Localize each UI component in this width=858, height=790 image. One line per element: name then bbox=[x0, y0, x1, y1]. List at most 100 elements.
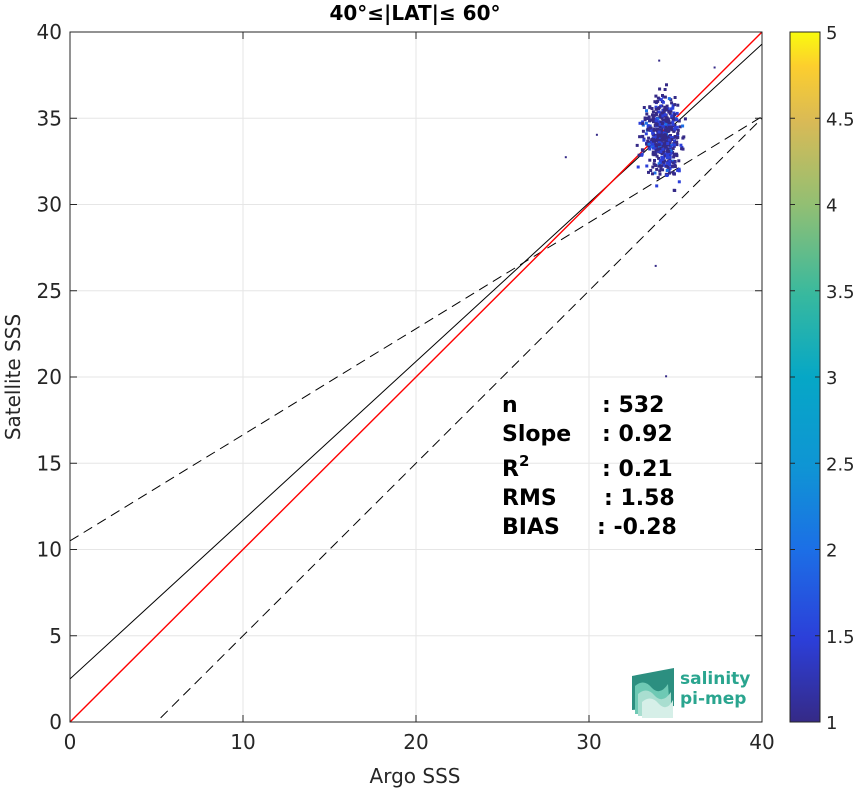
data-point bbox=[667, 138, 671, 142]
data-point bbox=[671, 116, 675, 120]
data-point bbox=[665, 156, 669, 160]
data-point bbox=[665, 127, 669, 131]
stat-value-bias: : -0.28 bbox=[597, 515, 677, 540]
data-point bbox=[647, 145, 651, 149]
chart-title: 40°≤|LAT|≤ 60° bbox=[329, 1, 500, 25]
data-point bbox=[665, 83, 668, 87]
data-point bbox=[647, 170, 650, 174]
data-point bbox=[669, 127, 672, 131]
data-point bbox=[595, 133, 598, 136]
data-point bbox=[662, 124, 666, 128]
data-point bbox=[664, 121, 668, 124]
data-point bbox=[668, 141, 672, 144]
y-tick-label-25: 25 bbox=[37, 279, 62, 303]
data-point bbox=[673, 118, 677, 122]
data-point bbox=[660, 111, 664, 115]
data-point bbox=[671, 104, 675, 108]
data-point bbox=[673, 124, 677, 127]
colorbar-tick-label-4: 4 bbox=[826, 196, 837, 217]
data-point bbox=[654, 107, 658, 111]
data-point bbox=[657, 162, 661, 166]
data-point bbox=[655, 127, 659, 131]
data-point bbox=[665, 169, 669, 172]
data-point bbox=[662, 108, 666, 112]
data-point bbox=[660, 164, 664, 168]
identity-line bbox=[70, 32, 762, 722]
data-point bbox=[657, 120, 661, 124]
data-point bbox=[651, 150, 655, 154]
data-point bbox=[665, 375, 668, 378]
data-point bbox=[667, 125, 671, 129]
data-point bbox=[662, 163, 666, 167]
data-point bbox=[670, 164, 674, 168]
data-point bbox=[671, 147, 675, 151]
y-tick-label-10: 10 bbox=[37, 538, 62, 562]
data-point bbox=[651, 172, 654, 176]
data-point bbox=[666, 136, 670, 140]
y-axis-label: Satellite SSS bbox=[1, 314, 25, 440]
data-point bbox=[647, 136, 651, 140]
logo-text-pi-mep: pi-mep bbox=[680, 689, 746, 709]
data-point bbox=[641, 129, 645, 133]
y-tick-label-35: 35 bbox=[37, 106, 62, 130]
data-point bbox=[651, 117, 655, 121]
data-point bbox=[659, 167, 663, 171]
data-point bbox=[664, 154, 667, 158]
data-point bbox=[669, 109, 673, 113]
data-point bbox=[666, 117, 670, 121]
data-point bbox=[665, 164, 668, 168]
x-axis-ticks: 0 10 20 30 40 bbox=[64, 32, 775, 754]
data-point bbox=[660, 116, 664, 120]
data-point bbox=[657, 141, 661, 145]
data-point bbox=[655, 184, 659, 188]
data-point bbox=[670, 125, 674, 129]
data-point bbox=[683, 117, 687, 121]
data-point bbox=[666, 120, 670, 124]
reference-lines bbox=[70, 32, 762, 722]
data-point bbox=[648, 124, 652, 128]
data-point bbox=[676, 103, 680, 107]
data-point bbox=[651, 152, 655, 156]
data-point bbox=[650, 107, 654, 110]
data-point bbox=[671, 122, 675, 126]
data-point bbox=[663, 88, 667, 91]
x-tick-label-10: 10 bbox=[230, 730, 255, 754]
data-point bbox=[661, 100, 665, 104]
data-point bbox=[672, 129, 676, 133]
logo-text-salinity: salinity bbox=[680, 669, 750, 689]
data-point bbox=[636, 165, 640, 169]
regression-line bbox=[70, 43, 762, 680]
data-point bbox=[663, 136, 667, 139]
data-point bbox=[667, 97, 671, 101]
data-point bbox=[652, 132, 656, 136]
data-point bbox=[666, 142, 670, 145]
data-point bbox=[656, 96, 660, 100]
colorbar-tick-label-4.5: 4.5 bbox=[826, 109, 855, 130]
data-point bbox=[651, 142, 655, 146]
data-point bbox=[660, 127, 664, 131]
stat-value-rms: : 1.58 bbox=[604, 486, 675, 511]
data-point bbox=[682, 135, 686, 139]
data-point bbox=[673, 143, 677, 147]
data-point bbox=[664, 125, 668, 129]
stat-value-n: : 532 bbox=[602, 393, 664, 418]
wave-logo-icon bbox=[632, 668, 674, 718]
data-point bbox=[677, 169, 681, 173]
stat-label-rms: RMS bbox=[502, 486, 557, 511]
colorbar-ticks: 1 1.5 2 2.5 3 3.5 4 4.5 5 bbox=[790, 23, 855, 734]
data-point bbox=[658, 125, 662, 129]
data-point bbox=[658, 87, 662, 91]
data-point bbox=[656, 132, 660, 136]
data-point bbox=[669, 107, 673, 111]
data-point bbox=[652, 135, 656, 139]
data-point bbox=[654, 143, 658, 147]
data-point bbox=[652, 128, 656, 132]
data-point bbox=[661, 147, 665, 151]
x-tick-label-20: 20 bbox=[403, 730, 428, 754]
data-point bbox=[654, 119, 658, 122]
data-point bbox=[681, 147, 685, 151]
data-point bbox=[668, 171, 671, 175]
data-point bbox=[677, 180, 681, 184]
data-point bbox=[657, 143, 661, 147]
